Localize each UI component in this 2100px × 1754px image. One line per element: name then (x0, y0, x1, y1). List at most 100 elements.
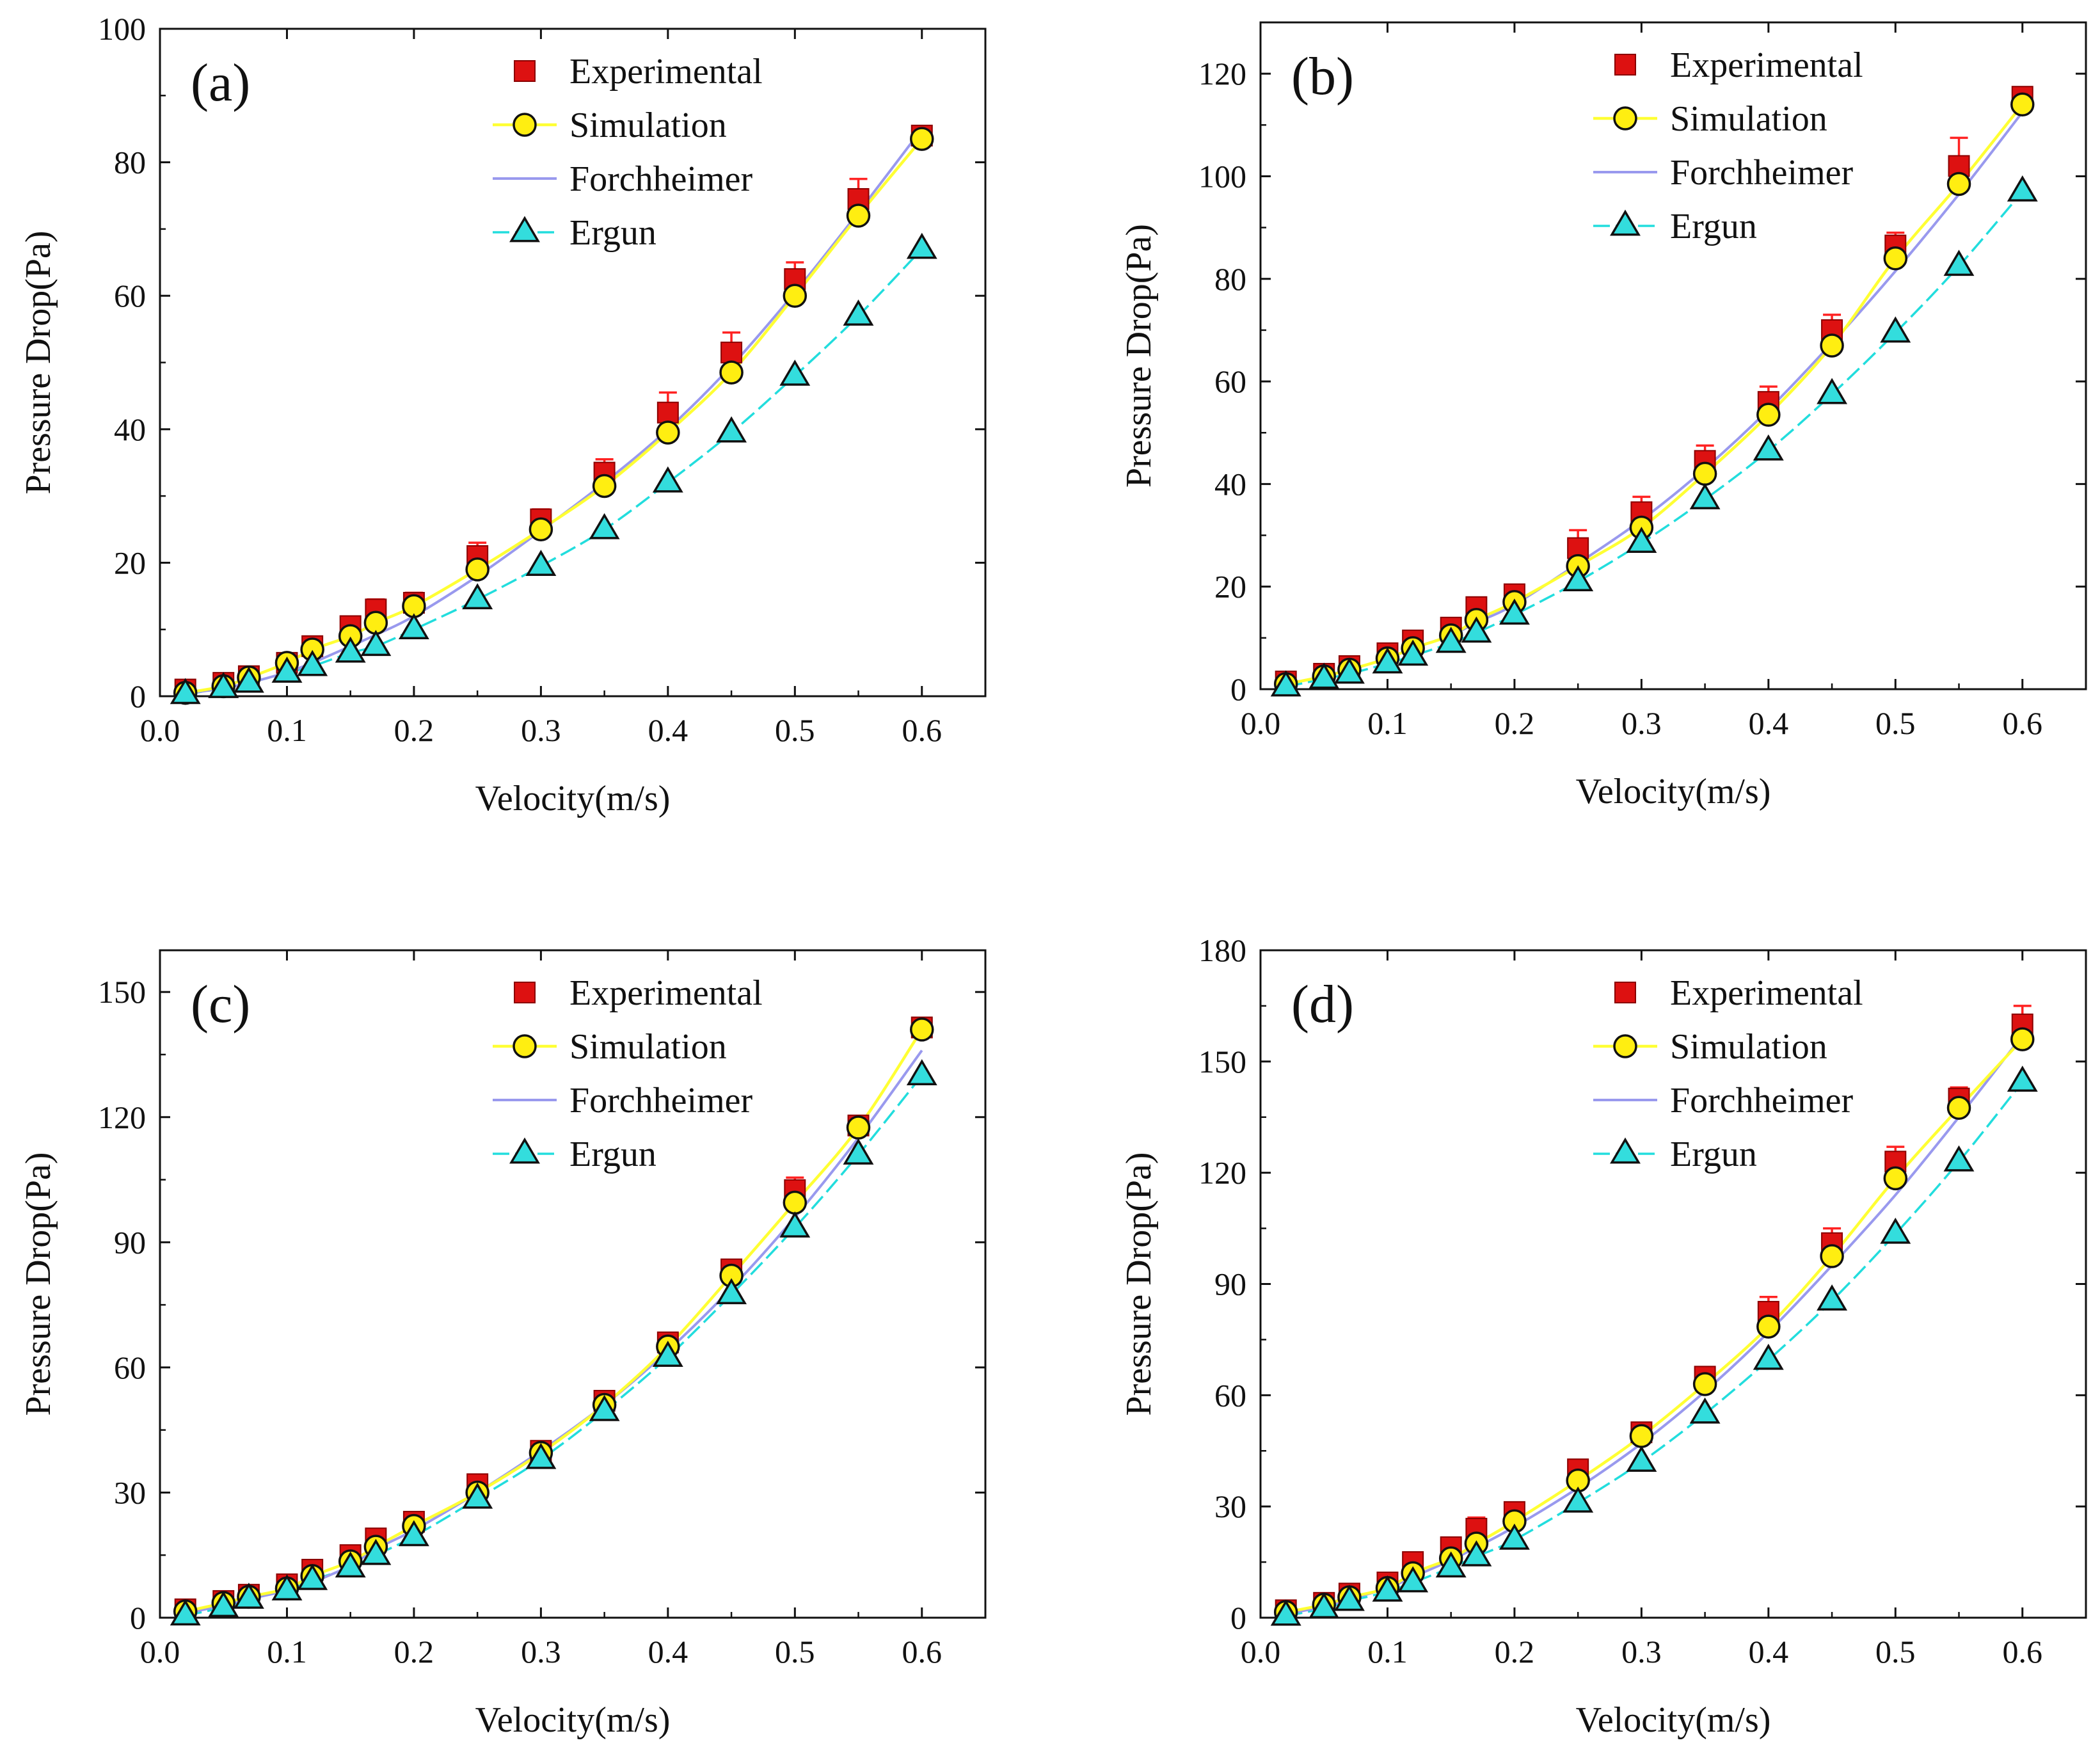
panel-label: (b) (1291, 47, 1354, 106)
legend-label-simulation: Simulation (1670, 99, 1827, 139)
ergun-marker (906, 232, 937, 259)
x-tick-label: 0.2 (394, 712, 434, 748)
ergun-marker (779, 359, 811, 386)
ergun-marker (652, 466, 683, 493)
chart-panel-4: 0.0 0.1 0.2 0.3 0.4 0.5 0.6 0 30 60 90 120 150 180 Vel… (1119, 932, 2087, 1740)
forchheimer-line (185, 128, 923, 695)
ergun-marker (1499, 598, 1530, 625)
simulation-line (185, 138, 923, 695)
ergun-marker (462, 583, 493, 610)
legend-label-simulation: Simulation (569, 106, 727, 145)
y-axis-title: Pressure Drop(Pa) (1119, 224, 1159, 488)
x-tick-label: 0.3 (521, 1634, 561, 1670)
x-tick-label: 0.2 (1495, 705, 1535, 741)
simulation-marker (910, 127, 934, 151)
x-tick-label: 0.5 (775, 1634, 815, 1670)
y-tick-label: 30 (1214, 1488, 1246, 1524)
x-axis-title: Velocity(m/s) (1576, 1700, 1771, 1740)
ergun-marker (1435, 1551, 1467, 1578)
x-tick-label: 0.1 (1367, 1634, 1408, 1670)
legend-ergun-marker (1610, 209, 1641, 236)
simulation-marker (719, 360, 744, 385)
x-tick-label: 0.0 (1241, 1634, 1281, 1670)
legend-item-forchheimer: Forchheimer (1593, 1081, 1853, 1120)
ergun-marker (1753, 434, 1784, 461)
y-tick-label: 40 (1214, 466, 1246, 502)
simulation-marker (783, 283, 807, 308)
legend-item-simulation: Simulation (1593, 99, 1827, 139)
y-axis-title: Pressure Drop(Pa) (19, 1152, 58, 1415)
ergun-marker (170, 1599, 201, 1626)
x-tick-label: 0.3 (521, 712, 561, 748)
panel-label: (c) (191, 975, 250, 1034)
x-tick-label: 0.1 (267, 1634, 307, 1670)
x-tick-label: 0.6 (2003, 705, 2043, 741)
ergun-marker (2007, 1065, 2038, 1092)
y-tick-label: 100 (98, 11, 146, 47)
legend-item-simulation: Simulation (493, 106, 727, 145)
simulation-marker (910, 1017, 934, 1042)
ergun-marker (1753, 1343, 1784, 1370)
simulation-marker (1692, 1372, 1717, 1396)
legend-item-forchheimer: Forchheimer (1593, 153, 1853, 193)
legend-ergun-marker (509, 216, 540, 243)
ergun-marker (1689, 482, 1721, 509)
ergun-marker (906, 1059, 937, 1085)
y-tick-label: 180 (1198, 932, 1246, 968)
ergun-marker (843, 1138, 874, 1165)
legend-label-experimental: Experimental (569, 973, 763, 1013)
simulation-line (1285, 103, 2024, 686)
panel-label: (d) (1291, 975, 1354, 1034)
ergun-marker (208, 1591, 239, 1618)
legend-label-experimental: Experimental (1670, 973, 1863, 1013)
y-axis-title: Pressure Drop(Pa) (19, 230, 58, 494)
ergun-marker (843, 299, 874, 326)
x-tick-label: 0.6 (902, 1634, 943, 1670)
y-tick-label: 120 (1198, 56, 1246, 92)
ergun-marker (360, 630, 392, 657)
legend: Experimental Simulation Forchheimer Ergun (493, 52, 763, 253)
simulation-marker (783, 1190, 807, 1215)
x-tick-label: 0.3 (1621, 705, 1662, 741)
legend-item-experimental: Experimental (1614, 973, 1863, 1013)
legend-label-forchheimer: Forchheimer (1670, 1081, 1853, 1120)
simulation-marker (1883, 246, 1908, 271)
simulation-marker (2010, 92, 2035, 116)
legend-experimental-marker (1614, 982, 1636, 1003)
simulation-marker (1629, 1424, 1654, 1448)
legend-label-experimental: Experimental (569, 52, 763, 92)
x-tick-label: 0.6 (2003, 1634, 2043, 1670)
simulation-marker (2010, 1027, 2035, 1051)
ergun-marker (233, 666, 264, 693)
legend-label-experimental: Experimental (1670, 45, 1863, 85)
simulation-marker (1756, 403, 1781, 427)
simulation-marker (656, 420, 680, 445)
experimental-marker (1567, 537, 1589, 559)
ergun-marker (1309, 662, 1340, 689)
legend-item-ergun: Ergun (1593, 1135, 1757, 1174)
y-tick-label: 80 (1214, 261, 1246, 297)
legend-experimental-marker (514, 982, 536, 1003)
ergun-marker (1689, 1397, 1721, 1424)
x-tick-label: 0.2 (394, 1634, 434, 1670)
ergun-marker (1817, 1284, 1848, 1311)
ergun-marker (589, 1394, 620, 1421)
x-axis-title: Velocity(m/s) (475, 779, 671, 818)
ergun-marker (398, 1520, 429, 1547)
y-tick-label: 80 (114, 145, 146, 180)
y-tick-label: 150 (98, 974, 146, 1010)
x-tick-label: 0.0 (140, 712, 180, 748)
legend-item-ergun: Ergun (493, 213, 656, 253)
legend-ergun-marker (509, 1137, 540, 1164)
ergun-marker (1372, 647, 1403, 674)
ergun-marker (1461, 1540, 1492, 1567)
experimental-marker (720, 341, 743, 363)
y-tick-label: 120 (1198, 1155, 1246, 1191)
legend-item-forchheimer: Forchheimer (493, 1081, 752, 1120)
chart-panel-3: 0.0 0.1 0.2 0.3 0.4 0.5 0.6 0 30 60 90 120 150 Veloci… (19, 949, 987, 1740)
legend-label-simulation: Simulation (1670, 1027, 1827, 1067)
y-tick-label: 0 (1230, 1600, 1246, 1636)
simulation-line (185, 1028, 923, 1613)
legend-label-forchheimer: Forchheimer (1670, 153, 1853, 193)
ergun-line (185, 1074, 923, 1617)
